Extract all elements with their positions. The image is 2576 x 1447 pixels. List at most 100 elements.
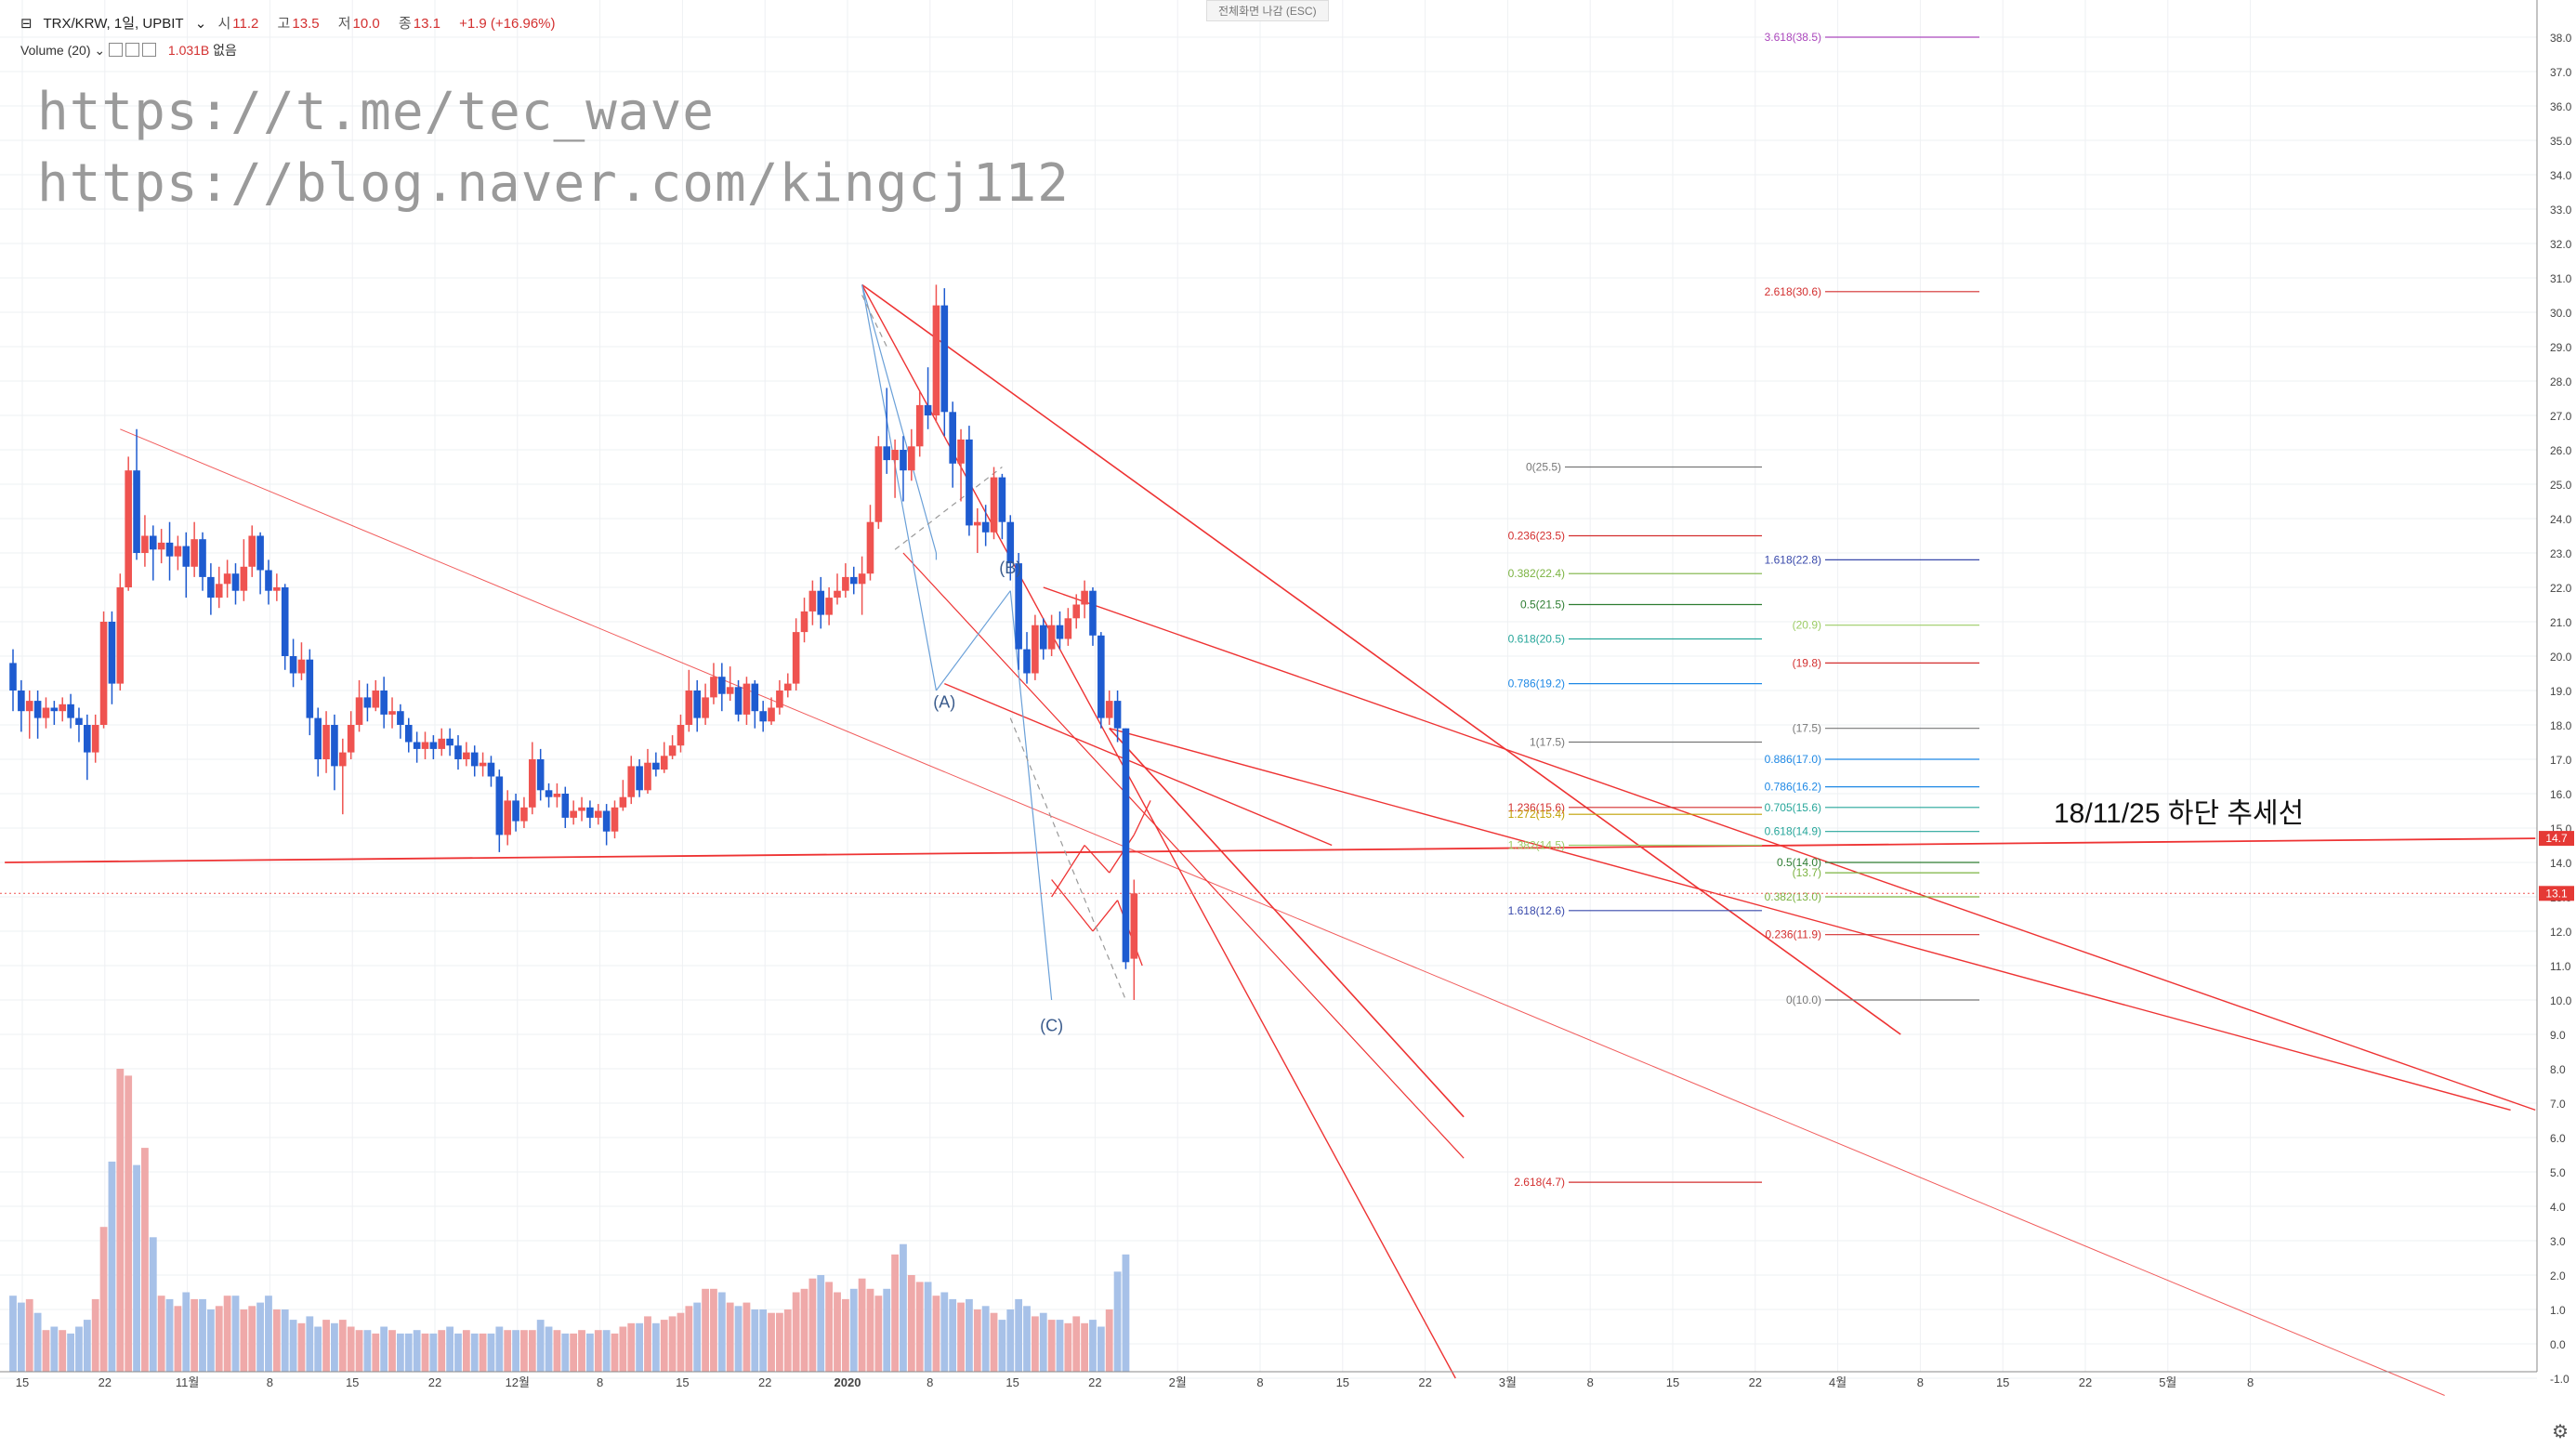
fib-left-level-label: 1(17.5) (1530, 736, 1565, 749)
wave-label: (C) (1040, 1016, 1063, 1034)
projection-zigzag (1051, 845, 1085, 898)
price-tick-label: 24.0 (2550, 513, 2572, 526)
volume-bar (1113, 1271, 1122, 1372)
close-icon[interactable] (142, 43, 156, 57)
volume-bar (108, 1161, 116, 1372)
candle-body (693, 691, 702, 718)
candle-body (800, 611, 808, 633)
volume-label[interactable]: Volume (20) (20, 43, 91, 58)
candle-body (842, 576, 849, 591)
candle-body (429, 742, 438, 749)
volume-suffix: 없음 (213, 43, 237, 58)
settings-icon[interactable] (125, 43, 139, 57)
volume-bar (924, 1282, 932, 1372)
candle-body (487, 762, 495, 777)
price-tick-label: 29.0 (2550, 341, 2572, 354)
price-tick-label: 10.0 (2550, 994, 2572, 1007)
wave-line (861, 284, 938, 691)
price-tick-label: 21.0 (2550, 616, 2572, 629)
eye-icon[interactable] (109, 43, 123, 57)
candle-body (594, 810, 602, 818)
candle-body (586, 807, 594, 818)
candle-body (281, 587, 289, 656)
volume-bar (265, 1296, 272, 1372)
volume-bar (578, 1330, 585, 1372)
date-tick-label: 15 (1666, 1375, 1679, 1389)
candle-body (413, 742, 421, 749)
fib-right-level-label: 3.618(38.5) (1765, 31, 1821, 44)
price-tick-label: 25.0 (2550, 479, 2572, 492)
candle-body (817, 590, 825, 615)
volume-bar (783, 1309, 792, 1372)
volume-bar (874, 1296, 883, 1372)
fib-left-level-label: 2.618(4.7) (1514, 1176, 1565, 1189)
price-tick-label: 0.0 (2550, 1338, 2566, 1351)
fib-left-level-label: 0.618(20.5) (1508, 633, 1565, 646)
volume-bar (355, 1330, 363, 1372)
candle-body (1081, 590, 1088, 605)
fib-right-level-label: 1.618(22.8) (1765, 553, 1821, 566)
volume-bar (915, 1282, 924, 1372)
candle-body (438, 738, 446, 749)
candle-body (1130, 893, 1138, 959)
volume-bar (907, 1275, 915, 1372)
chevron-down-icon[interactable]: ⌄ (94, 43, 109, 58)
collapse-icon[interactable]: ⊟ (20, 16, 33, 32)
candle-body (900, 450, 907, 471)
volume-bar (297, 1322, 306, 1372)
price-tick-label: 26.0 (2550, 444, 2572, 457)
candle-body (924, 404, 932, 415)
fib-left-level-label: 0.382(22.4) (1508, 567, 1565, 580)
candle-body (932, 305, 940, 415)
volume-bar (33, 1312, 42, 1372)
candle-body (446, 738, 453, 746)
trendline-price-tag-bg (2539, 831, 2574, 847)
volume-bar (479, 1333, 487, 1372)
volume-bar (174, 1306, 182, 1372)
candle-body (25, 701, 33, 712)
fib-left-level-label: 1.382(14.5) (1508, 839, 1565, 852)
volume-bar (644, 1316, 651, 1372)
volume-bar (125, 1075, 133, 1372)
candle-body (174, 546, 182, 557)
candle-body (191, 539, 198, 567)
volume-bar (215, 1306, 223, 1372)
candle-body (454, 745, 462, 759)
candle-body (636, 766, 643, 791)
candle-body (347, 725, 355, 753)
date-tick-label: 4월 (1829, 1375, 1847, 1389)
candle-body (339, 752, 347, 767)
fib-right-level-label: 2.618(30.6) (1765, 285, 1821, 298)
volume-bar (932, 1296, 940, 1372)
volume-bar (1039, 1312, 1047, 1372)
candle-body (231, 573, 240, 591)
price-tick-label: 6.0 (2550, 1132, 2566, 1145)
date-tick-label: 22 (99, 1375, 112, 1389)
exit-fullscreen-hint[interactable]: 전체화면 나감 (ESC) (1206, 0, 1329, 21)
volume-bar (651, 1322, 660, 1372)
chevron-down-icon[interactable]: ⌄ (194, 16, 207, 32)
volume-bar (1031, 1316, 1039, 1372)
volume-bar (940, 1292, 949, 1372)
date-tick-label: 22 (1088, 1375, 1101, 1389)
volume-bar (248, 1306, 256, 1372)
price-tick-label: 38.0 (2550, 32, 2572, 45)
volume-bar (388, 1330, 396, 1372)
volume-bar (157, 1296, 165, 1372)
gear-icon[interactable]: ⚙ (2552, 1422, 2569, 1442)
volume-bar (331, 1322, 338, 1372)
candle-body (248, 535, 256, 567)
candle-body (463, 752, 470, 759)
price-tick-label: 2.0 (2550, 1269, 2566, 1283)
date-tick-label: 12월 (506, 1375, 530, 1389)
volume-bar (973, 1309, 981, 1372)
candle-body (512, 800, 519, 822)
symbol-title[interactable]: TRX/KRW, 1일, UPBIT (43, 16, 184, 32)
volume-bar (231, 1296, 240, 1372)
candle-body (553, 794, 561, 797)
price-tick-label: 14.0 (2550, 857, 2572, 870)
projection-zigzag-low (1116, 900, 1143, 967)
projection-zigzag-low (1092, 900, 1119, 932)
channel-upper-line (861, 283, 1901, 1035)
